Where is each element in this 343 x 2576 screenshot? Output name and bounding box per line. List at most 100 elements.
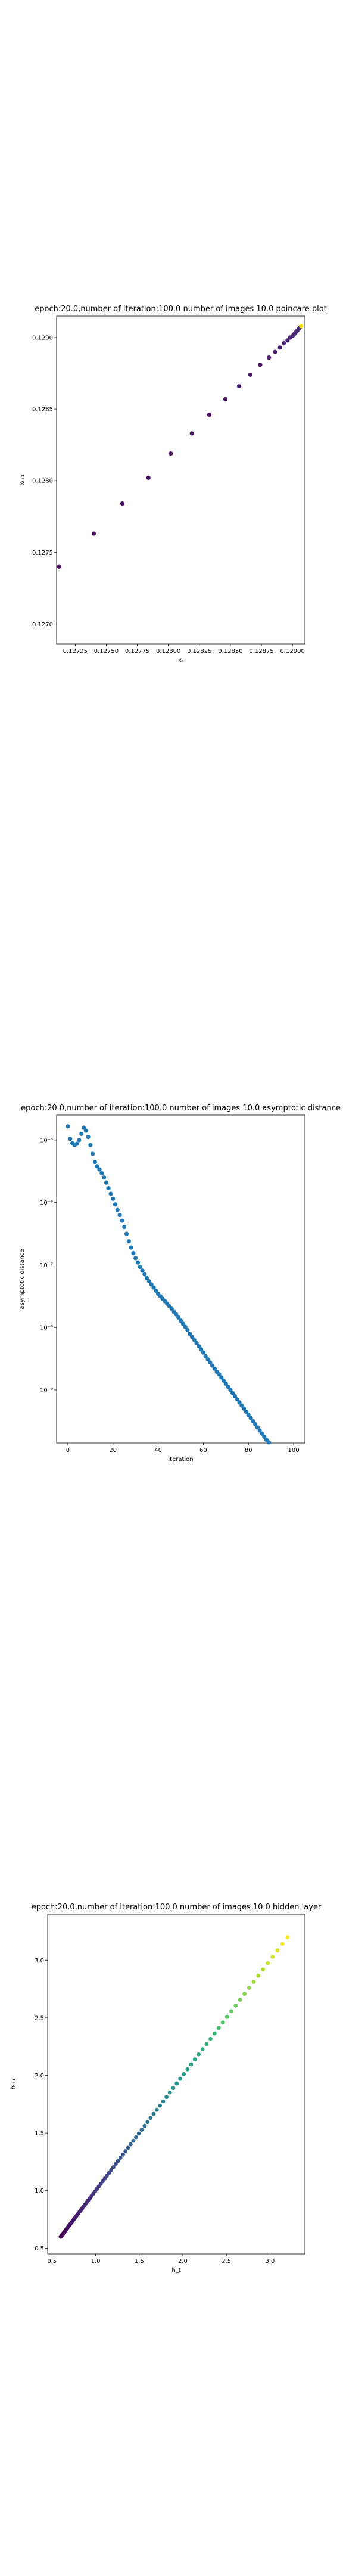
data-point (79, 1131, 84, 1137)
data-point (189, 1335, 195, 1339)
y-tick-label: 0.1270 (32, 621, 53, 628)
data-point (217, 1372, 222, 1377)
hidden-layer-plot: epoch:20.0,number of iteration:100.0 num… (0, 1896, 343, 2278)
data-point (266, 1440, 271, 1445)
data-point (255, 1425, 260, 1430)
data-point (197, 2052, 201, 2057)
x-tick-label: 0.12850 (218, 648, 242, 655)
x-tick-label: 80 (245, 1447, 252, 1454)
data-point (212, 1366, 217, 1371)
data-point (233, 2003, 238, 2008)
data-point (117, 1213, 122, 1218)
data-point (258, 363, 263, 367)
data-point (86, 1135, 91, 1140)
data-point (145, 2120, 150, 2125)
data-point (154, 1288, 158, 1293)
hidden-layer-plot-svg: epoch:20.0,number of iteration:100.0 num… (10, 1903, 322, 2274)
data-point (146, 475, 151, 480)
asymptotic-distance-plot: epoch:20.0,number of iteration:100.0 num… (0, 1097, 343, 1467)
x-tick-label: 0.5 (47, 2258, 57, 2265)
data-point (285, 338, 290, 343)
x-axis-label: iteration (168, 1456, 193, 1463)
data-point (194, 1340, 199, 1345)
data-point (120, 501, 125, 506)
data-point (228, 1388, 233, 1392)
data-point (266, 1961, 270, 1965)
data-point (133, 1256, 138, 1261)
data-point (178, 1318, 183, 1323)
data-point (167, 2090, 172, 2095)
data-point (178, 2076, 183, 2081)
data-point (183, 1324, 188, 1329)
data-point (126, 2145, 130, 2150)
data-point (221, 1378, 226, 1383)
x-tick-label: 3.0 (265, 2258, 275, 2265)
data-point (242, 1406, 247, 1411)
data-point (185, 2067, 190, 2072)
x-tick-label: 0 (66, 1447, 70, 1454)
data-point (247, 1986, 251, 1990)
chart-title: epoch:20.0,number of iteration:100.0 num… (32, 1903, 322, 1912)
data-point (242, 1992, 247, 1996)
data-point (251, 1419, 255, 1423)
data-point (277, 345, 282, 350)
data-point (220, 2020, 225, 2025)
data-point (257, 1428, 262, 1433)
data-point (151, 1285, 156, 1290)
data-point (199, 1347, 204, 1352)
data-point (200, 2047, 205, 2052)
data-point (91, 1151, 95, 1156)
data-point (149, 1282, 154, 1287)
data-point (237, 1400, 242, 1405)
y-tick-label: 1.0 (35, 2188, 44, 2194)
data-point (66, 1124, 70, 1129)
data-point (235, 1397, 239, 1402)
data-point (280, 1942, 285, 1946)
data-point (68, 1137, 73, 1141)
data-point (248, 372, 252, 377)
data-point (207, 413, 212, 417)
data-point (111, 1196, 116, 1201)
data-point (281, 341, 286, 346)
data-point (260, 1431, 264, 1436)
data-point (99, 1171, 104, 1176)
data-point (223, 1381, 228, 1386)
data-point (253, 1422, 258, 1427)
data-point (216, 2026, 221, 2030)
x-axis-label: xₜ (178, 657, 183, 664)
y-axis-label: hₜ₊₁ (10, 2079, 17, 2090)
data-point (219, 1375, 224, 1380)
x-tick-label: 0.12725 (63, 648, 88, 655)
data-point (124, 1231, 129, 1236)
x-tick-label: 0.12775 (125, 648, 149, 655)
data-point (83, 1128, 88, 1133)
y-tick-label: 0.5 (35, 2246, 44, 2252)
y-tick-label: 0.1285 (32, 407, 53, 413)
data-point (129, 1245, 133, 1250)
data-point (164, 2095, 169, 2100)
x-tick-label: 100 (288, 1447, 299, 1454)
data-point (81, 1125, 86, 1130)
data-point (188, 1332, 192, 1336)
data-point (134, 2135, 138, 2140)
data-point (102, 2176, 107, 2181)
plot-frame (47, 1914, 305, 2255)
asymptotic-distance-plot-svg: epoch:20.0,number of iteration:100.0 num… (19, 1104, 341, 1463)
data-point (270, 1955, 275, 1959)
data-point (230, 1391, 235, 1395)
data-point (131, 1250, 136, 1256)
data-point (148, 2116, 153, 2120)
data-point (122, 1224, 127, 1230)
data-point (223, 397, 228, 401)
data-point (208, 1360, 213, 1365)
x-axis-label: h_t (172, 2267, 180, 2274)
data-point (146, 1279, 152, 1284)
data-point (261, 1967, 266, 1972)
data-point (154, 2107, 159, 2112)
data-point (123, 2149, 128, 2153)
x-tick-label: 2.5 (222, 2258, 231, 2265)
data-point (239, 1403, 244, 1408)
y-tick-label: 10⁻⁹ (40, 1387, 53, 1394)
data-point (224, 2015, 229, 2019)
data-point (169, 1306, 174, 1311)
